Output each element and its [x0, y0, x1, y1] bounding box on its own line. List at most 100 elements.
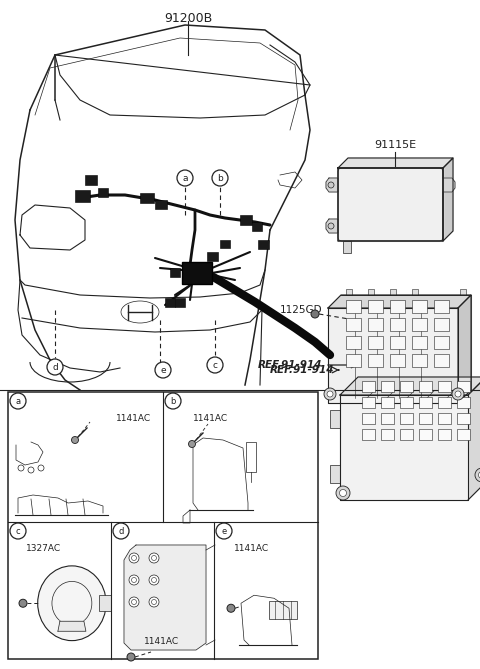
FancyBboxPatch shape	[381, 397, 394, 408]
FancyBboxPatch shape	[390, 318, 405, 331]
Circle shape	[113, 523, 129, 539]
Circle shape	[155, 362, 171, 378]
FancyBboxPatch shape	[75, 190, 90, 202]
FancyBboxPatch shape	[438, 413, 451, 424]
Polygon shape	[124, 545, 206, 650]
FancyBboxPatch shape	[400, 413, 413, 424]
Text: 1141AC: 1141AC	[116, 414, 151, 423]
FancyBboxPatch shape	[400, 381, 413, 392]
Circle shape	[127, 653, 135, 661]
FancyBboxPatch shape	[412, 318, 427, 331]
FancyBboxPatch shape	[155, 200, 167, 209]
Text: b: b	[217, 173, 223, 183]
Circle shape	[129, 575, 139, 585]
Bar	[346, 289, 352, 295]
Ellipse shape	[38, 566, 106, 641]
Circle shape	[47, 359, 63, 375]
Circle shape	[311, 310, 319, 318]
Circle shape	[72, 436, 79, 444]
FancyBboxPatch shape	[390, 336, 405, 349]
Circle shape	[324, 388, 336, 400]
FancyBboxPatch shape	[419, 381, 432, 392]
FancyBboxPatch shape	[434, 354, 449, 367]
FancyBboxPatch shape	[412, 354, 427, 367]
Circle shape	[479, 472, 480, 478]
Text: d: d	[52, 363, 58, 371]
Polygon shape	[340, 395, 468, 500]
FancyBboxPatch shape	[419, 413, 432, 424]
FancyBboxPatch shape	[368, 336, 383, 349]
Circle shape	[452, 388, 464, 400]
Text: a: a	[182, 173, 188, 183]
Text: 1125GD: 1125GD	[279, 305, 322, 315]
Text: REF.91-914: REF.91-914	[269, 365, 334, 375]
FancyBboxPatch shape	[390, 300, 405, 313]
FancyBboxPatch shape	[438, 381, 451, 392]
FancyBboxPatch shape	[165, 298, 175, 307]
FancyBboxPatch shape	[346, 354, 361, 367]
FancyBboxPatch shape	[170, 268, 180, 277]
FancyBboxPatch shape	[438, 397, 451, 408]
FancyBboxPatch shape	[252, 222, 262, 231]
Circle shape	[328, 223, 334, 229]
Circle shape	[129, 553, 139, 563]
Text: REF.91-914: REF.91-914	[257, 360, 322, 370]
Text: d: d	[118, 527, 124, 535]
Bar	[390, 289, 396, 295]
Text: e: e	[160, 365, 166, 375]
FancyBboxPatch shape	[434, 300, 449, 313]
FancyBboxPatch shape	[362, 381, 375, 392]
FancyBboxPatch shape	[457, 429, 470, 440]
Circle shape	[189, 440, 195, 448]
Bar	[460, 289, 466, 295]
FancyBboxPatch shape	[434, 336, 449, 349]
Circle shape	[212, 170, 228, 186]
Text: 1327AC: 1327AC	[26, 544, 61, 553]
FancyBboxPatch shape	[207, 252, 218, 261]
FancyBboxPatch shape	[368, 300, 383, 313]
Polygon shape	[338, 168, 443, 241]
Text: 91200B: 91200B	[164, 12, 212, 25]
Circle shape	[149, 597, 159, 607]
Text: e: e	[221, 527, 227, 535]
Text: b: b	[170, 397, 176, 405]
Text: c: c	[16, 527, 20, 535]
FancyBboxPatch shape	[381, 413, 394, 424]
Polygon shape	[443, 178, 455, 192]
FancyBboxPatch shape	[220, 240, 230, 248]
Circle shape	[227, 604, 235, 612]
FancyBboxPatch shape	[400, 429, 413, 440]
FancyBboxPatch shape	[362, 397, 375, 408]
Polygon shape	[58, 622, 86, 632]
FancyBboxPatch shape	[368, 354, 383, 367]
Text: a: a	[15, 397, 21, 405]
FancyBboxPatch shape	[381, 381, 394, 392]
FancyBboxPatch shape	[269, 601, 297, 619]
FancyBboxPatch shape	[346, 336, 361, 349]
Circle shape	[177, 170, 193, 186]
Polygon shape	[326, 219, 338, 233]
Bar	[412, 289, 418, 295]
FancyBboxPatch shape	[346, 318, 361, 331]
FancyBboxPatch shape	[362, 413, 375, 424]
Circle shape	[149, 575, 159, 585]
FancyBboxPatch shape	[346, 300, 361, 313]
FancyBboxPatch shape	[419, 397, 432, 408]
Polygon shape	[443, 158, 453, 241]
Bar	[8, 392, 318, 659]
FancyBboxPatch shape	[368, 318, 383, 331]
FancyBboxPatch shape	[381, 429, 394, 440]
Circle shape	[10, 393, 26, 409]
FancyBboxPatch shape	[85, 175, 97, 185]
Circle shape	[475, 468, 480, 482]
FancyBboxPatch shape	[412, 300, 427, 313]
FancyBboxPatch shape	[457, 381, 470, 392]
Text: 91115E: 91115E	[374, 140, 416, 150]
Circle shape	[129, 597, 139, 607]
Circle shape	[339, 490, 347, 496]
Polygon shape	[326, 178, 338, 192]
Circle shape	[455, 391, 461, 397]
Polygon shape	[328, 295, 471, 308]
Polygon shape	[338, 158, 453, 168]
Bar	[330, 410, 340, 428]
